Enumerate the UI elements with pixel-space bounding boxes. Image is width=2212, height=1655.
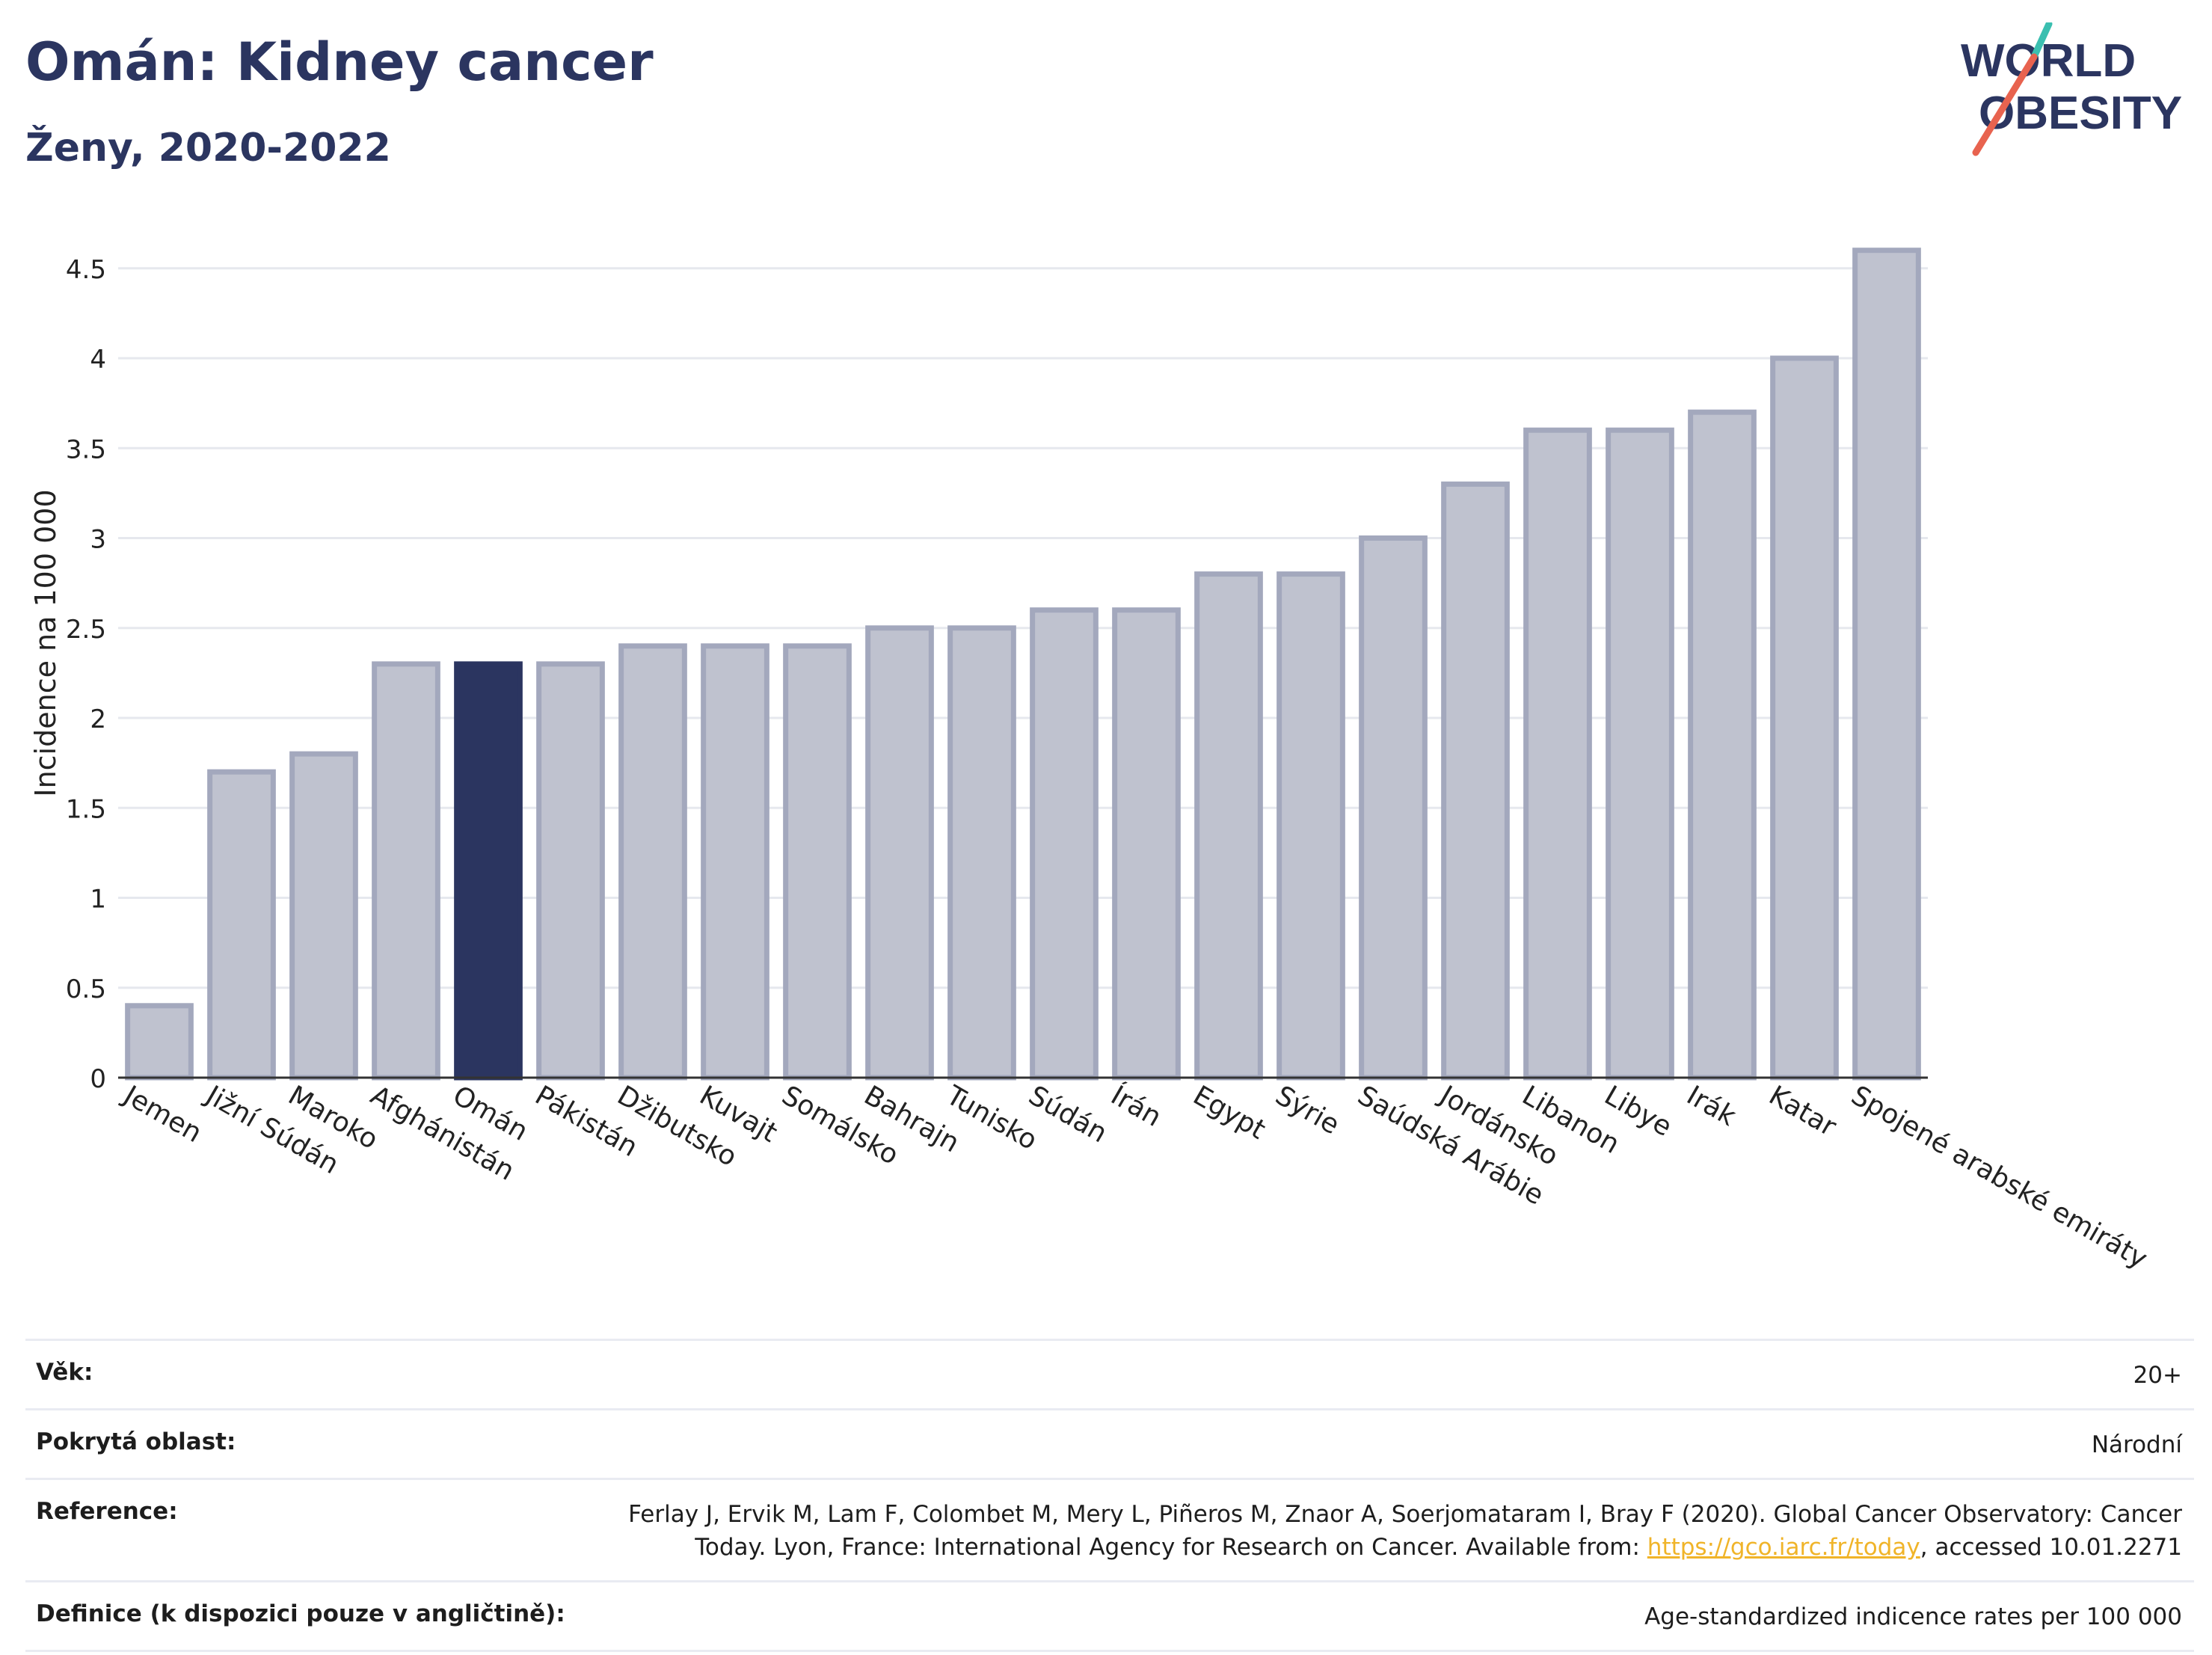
bar-highlighted bbox=[454, 661, 523, 1081]
y-axis-ticks: 0 0.5 1 1.5 2 2.5 3 3.5 4 4.5 bbox=[66, 255, 106, 1094]
y-axis-label: Incidence na 100 000 bbox=[29, 489, 62, 796]
x-tick-label: Irák bbox=[1682, 1080, 1742, 1132]
svg-text:WORLD: WORLD bbox=[1961, 35, 2136, 87]
y-tick-label: 2.5 bbox=[66, 615, 106, 645]
bar bbox=[1606, 427, 1674, 1081]
definition-row: Definice (k dispozici pouze v angličtině… bbox=[25, 1580, 2194, 1652]
bar bbox=[536, 661, 605, 1081]
bar bbox=[1276, 571, 1345, 1081]
info-table: Věk: 20+ Pokrytá oblast: Národní Referen… bbox=[25, 1339, 2194, 1652]
y-tick-label: 4 bbox=[90, 345, 106, 375]
world-obesity-logo: WORLD OBESITY bbox=[1961, 22, 2182, 156]
definition-value: Age-standardized indicence rates per 100… bbox=[1644, 1603, 2182, 1630]
bar bbox=[1441, 481, 1510, 1081]
bar bbox=[125, 1003, 194, 1081]
bars bbox=[125, 248, 1921, 1081]
reference-text-line1: Ferlay J, Ervik M, Lam F, Colombet M, Me… bbox=[628, 1501, 2182, 1528]
area-row: Pokrytá oblast: Národní bbox=[25, 1408, 2194, 1478]
y-tick-label: 1.5 bbox=[66, 794, 106, 824]
age-label: Věk: bbox=[36, 1359, 93, 1386]
bar bbox=[701, 643, 769, 1081]
x-tick-label: Sýrie bbox=[1271, 1080, 1345, 1140]
reference-row: Reference: Ferlay J, Ervik M, Lam F, Col… bbox=[25, 1478, 2194, 1580]
bar bbox=[1194, 571, 1263, 1081]
y-tick-label: 3.5 bbox=[66, 435, 106, 464]
bar bbox=[783, 643, 852, 1081]
y-tick-label: 2 bbox=[90, 704, 106, 734]
x-tick-label: Írán bbox=[1106, 1079, 1167, 1133]
bar bbox=[1030, 607, 1099, 1081]
y-tick-label: 3 bbox=[90, 525, 106, 555]
bar bbox=[1852, 248, 1921, 1081]
bar bbox=[947, 625, 1016, 1081]
bar bbox=[1112, 607, 1181, 1081]
reference-text-line2: Today. Lyon, France: International Agenc… bbox=[695, 1534, 1647, 1561]
bar bbox=[1523, 427, 1592, 1081]
age-row: Věk: 20+ bbox=[25, 1339, 2194, 1408]
y-tick-label: 0 bbox=[90, 1064, 106, 1094]
chart-title: Omán: Kidney cancer bbox=[25, 31, 654, 93]
reference-link[interactable]: https://gco.iarc.fr/today bbox=[1647, 1534, 1920, 1561]
bar bbox=[1359, 535, 1428, 1081]
bar bbox=[1688, 409, 1757, 1081]
bar bbox=[865, 625, 934, 1081]
y-tick-label: 4.5 bbox=[66, 255, 106, 285]
x-tick-label: Spojené arabské emiráty bbox=[1846, 1080, 2153, 1274]
reference-label: Reference: bbox=[36, 1498, 178, 1525]
bar bbox=[1770, 355, 1839, 1081]
chart-subtitle: Ženy, 2020-2022 bbox=[25, 126, 391, 171]
y-tick-label: 1 bbox=[90, 885, 106, 915]
age-value: 20+ bbox=[2133, 1362, 2182, 1389]
x-tick-label: Katar bbox=[1764, 1080, 1842, 1143]
x-tick-label: Jemen bbox=[117, 1079, 207, 1149]
definition-label: Definice (k dispozici pouze v angličtině… bbox=[36, 1600, 565, 1627]
x-tick-label: Egypt bbox=[1188, 1080, 1271, 1145]
area-label: Pokrytá oblast: bbox=[36, 1428, 236, 1455]
y-tick-label: 0.5 bbox=[66, 974, 106, 1004]
bar bbox=[618, 643, 687, 1081]
bar bbox=[372, 661, 440, 1081]
reference-text-accessed: , accessed 10.01.2271 bbox=[1920, 1534, 2182, 1561]
area-value: Národní bbox=[2091, 1431, 2182, 1458]
bar bbox=[289, 751, 358, 1081]
bar bbox=[207, 769, 276, 1081]
reference-value: Ferlay J, Ervik M, Lam F, Colombet M, Me… bbox=[628, 1498, 2182, 1564]
